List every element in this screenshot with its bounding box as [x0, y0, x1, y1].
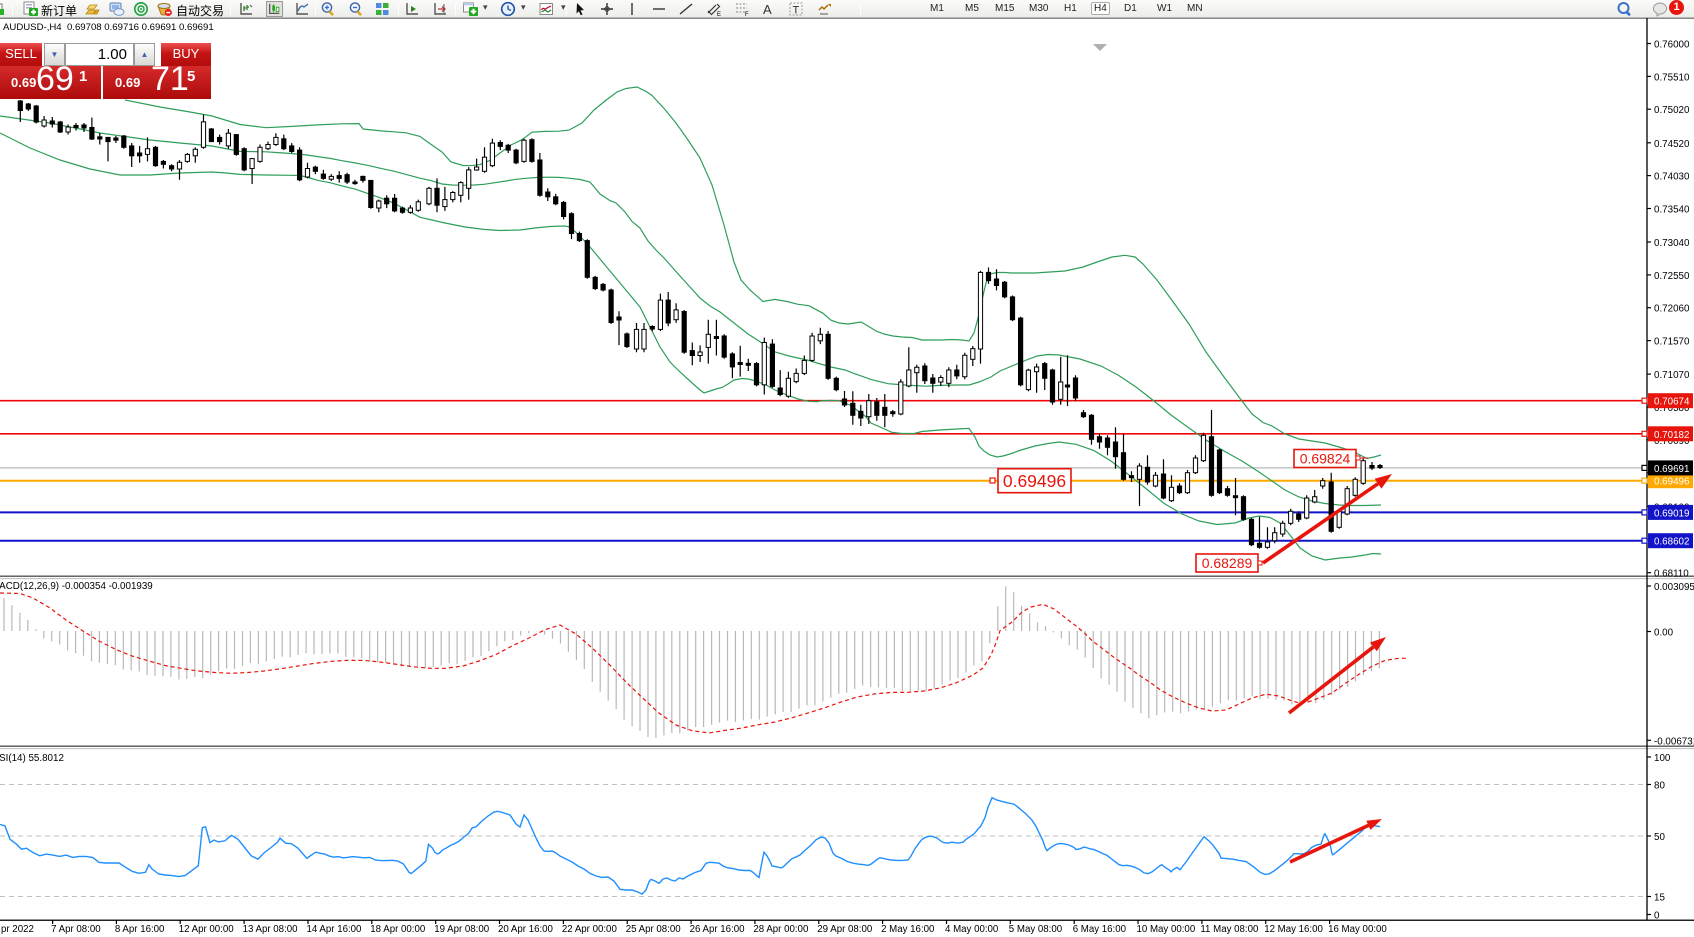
svg-text:0.69496: 0.69496: [1003, 471, 1066, 491]
svg-text:13 Apr 08:00: 13 Apr 08:00: [243, 924, 299, 935]
svg-text:0.75510: 0.75510: [1654, 72, 1690, 83]
svg-text:0.68602: 0.68602: [1654, 537, 1689, 548]
svg-text:25 Apr 08:00: 25 Apr 08:00: [626, 924, 682, 935]
svg-text:0.68289: 0.68289: [1202, 555, 1253, 571]
svg-text:AUDUSD-,H4 0.69708 0.69716 0.: AUDUSD-,H4 0.69708 0.69716 0.69691 0.696…: [3, 22, 214, 33]
svg-text:22 Apr 00:00: 22 Apr 00:00: [562, 924, 618, 935]
svg-text:0.69496: 0.69496: [1654, 477, 1690, 488]
svg-text:RSI(14) 55.8012: RSI(14) 55.8012: [0, 753, 64, 764]
svg-text:0.68110: 0.68110: [1654, 569, 1689, 580]
svg-text:0.72060: 0.72060: [1654, 304, 1690, 315]
svg-text:F: F: [745, 12, 749, 17]
svg-text:0.73540: 0.73540: [1654, 205, 1690, 216]
svg-text:6 May 16:00: 6 May 16:00: [1073, 924, 1127, 935]
svg-text:2 May 16:00: 2 May 16:00: [881, 924, 935, 935]
svg-text:16 May 00:00: 16 May 00:00: [1328, 924, 1387, 935]
svg-text:0.00: 0.00: [1654, 628, 1674, 639]
svg-text:4 May 00:00: 4 May 00:00: [945, 924, 999, 935]
svg-text:0.74030: 0.74030: [1654, 172, 1690, 183]
svg-text:0.75020: 0.75020: [1654, 105, 1690, 116]
svg-text:0.74520: 0.74520: [1654, 139, 1690, 150]
svg-text:T: T: [793, 5, 800, 17]
svg-text:100: 100: [1654, 753, 1671, 764]
svg-text:0: 0: [1654, 911, 1660, 922]
svg-text:11 May 08:00: 11 May 08:00: [1200, 924, 1259, 935]
svg-text:0.69824: 0.69824: [1300, 451, 1351, 467]
svg-text:28 Apr 00:00: 28 Apr 00:00: [753, 924, 809, 935]
svg-text:0.003095: 0.003095: [1654, 582, 1694, 593]
svg-text:0.69691: 0.69691: [1654, 464, 1689, 475]
svg-text:E: E: [717, 12, 721, 17]
svg-text:19 Apr 08:00: 19 Apr 08:00: [434, 924, 490, 935]
svg-text:26 Apr 16:00: 26 Apr 16:00: [690, 924, 746, 935]
svg-text:0.70182: 0.70182: [1654, 430, 1689, 441]
svg-text:7 Apr 08:00: 7 Apr 08:00: [51, 924, 101, 935]
svg-text:0.76000: 0.76000: [1654, 40, 1690, 51]
svg-text:12 Apr 00:00: 12 Apr 00:00: [179, 924, 235, 935]
svg-text:12 May 16:00: 12 May 16:00: [1264, 924, 1323, 935]
svg-text:15: 15: [1654, 893, 1665, 904]
svg-text:-0.006731: -0.006731: [1654, 736, 1694, 747]
svg-text:50: 50: [1654, 832, 1665, 843]
svg-text:0.73040: 0.73040: [1654, 238, 1690, 249]
svg-text:80: 80: [1654, 781, 1665, 792]
svg-text:0.71570: 0.71570: [1654, 337, 1690, 348]
svg-text:0.70580: 0.70580: [1654, 403, 1690, 414]
svg-text:A: A: [763, 2, 772, 17]
svg-text:5 May 08:00: 5 May 08:00: [1009, 924, 1063, 935]
svg-text:0.69019: 0.69019: [1654, 508, 1689, 519]
svg-text:14 Apr 16:00: 14 Apr 16:00: [307, 924, 363, 935]
svg-text:10 May 00:00: 10 May 00:00: [1137, 924, 1196, 935]
svg-text:MACD(12,26,9) -0.000354 -0.001: MACD(12,26,9) -0.000354 -0.001939: [0, 581, 153, 592]
svg-text:0.72550: 0.72550: [1654, 271, 1690, 282]
svg-text:18 Apr 00:00: 18 Apr 00:00: [370, 924, 426, 935]
svg-text:0.71070: 0.71070: [1654, 370, 1690, 381]
svg-text:0.70674: 0.70674: [1654, 397, 1690, 408]
svg-text:pr 2022: pr 2022: [1, 924, 34, 935]
svg-text:20 Apr 16:00: 20 Apr 16:00: [498, 924, 554, 935]
svg-text:8 Apr 16:00: 8 Apr 16:00: [115, 924, 165, 935]
svg-text:29 Apr 08:00: 29 Apr 08:00: [817, 924, 873, 935]
